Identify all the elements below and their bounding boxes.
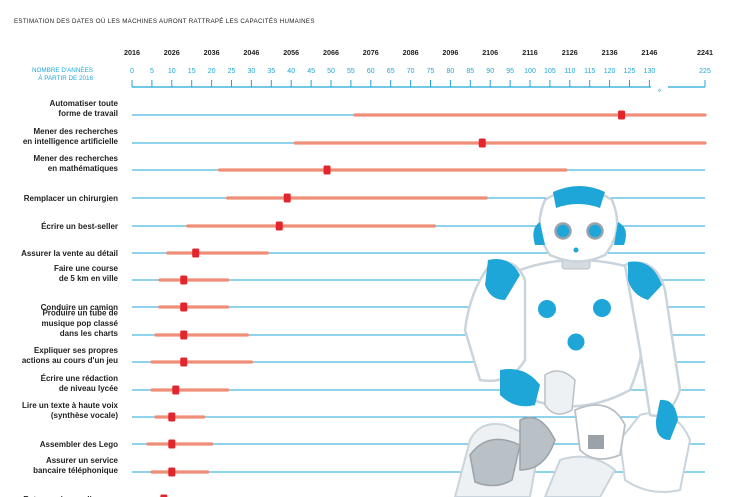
median-marker (172, 385, 180, 395)
median-marker (180, 357, 188, 367)
years-tick-label: 30 (248, 68, 256, 75)
years-tick-label: 55 (347, 68, 355, 75)
median-marker (618, 110, 626, 120)
years-tick-label: 105 (544, 68, 556, 75)
task-label: Lire un texte à haute voix (22, 401, 119, 410)
years-tick-label: 15 (188, 68, 196, 75)
task-label: Mener des recherches (34, 154, 119, 163)
task-label: Écrire une rédaction (41, 374, 118, 383)
years-tick-label: 130 (644, 68, 656, 75)
years-tick-label: 115 (584, 68, 595, 75)
task-label: (synthèse vocale) (51, 411, 118, 420)
year-tick-label: 2146 (641, 48, 657, 57)
task-row: Retranscrire un discours (23, 494, 168, 497)
median-marker (192, 248, 200, 258)
median-marker (478, 138, 486, 148)
task-label: Écrire un best-seller (41, 222, 118, 231)
years-tick-label: 35 (267, 68, 275, 75)
task-label: actions au cours d'un jeu (22, 356, 118, 365)
task-label: Produire un tube de (42, 309, 118, 318)
task-label: en mathématiques (48, 164, 119, 173)
years-tick-label: 5 (150, 68, 154, 75)
task-label: forme de travail (58, 109, 118, 118)
median-marker (168, 412, 176, 422)
task-label: Conduire un camion (41, 303, 118, 312)
task-label: de niveau lycée (59, 384, 119, 393)
task-label: Retranscrire un discours (23, 495, 118, 497)
median-marker (323, 165, 331, 175)
years-tick-label: 65 (387, 68, 395, 75)
year-tick-label: 2026 (164, 48, 180, 57)
year-tick-label: 2076 (363, 48, 379, 57)
years-tick-label: 75 (427, 68, 435, 75)
years-tick-label: 60 (367, 68, 375, 75)
years-axis: 0 5 10 15 20 25 30 35 40 45 50 55 60 65 70 75 80 85 90 95 10… (130, 68, 711, 94)
years-tick-label: 95 (506, 68, 514, 75)
year-tick-label: 2126 (562, 48, 578, 57)
task-label: Assurer la vente au détail (21, 249, 118, 258)
years-tick-label: 40 (287, 68, 295, 75)
task-label: en intelligence artificielle (23, 137, 119, 146)
years-tick-label: 50 (327, 68, 335, 75)
year-tick-label: 2086 (403, 48, 419, 57)
task-label: de 5 km en ville (59, 274, 119, 283)
year-tick-label: 2116 (522, 48, 538, 57)
years-tick-label: 110 (564, 68, 575, 75)
axis-break-mark: ≈ (656, 87, 664, 94)
median-marker (180, 302, 188, 312)
task-label: Assurer un service (46, 456, 119, 465)
task-label: Automatiser toute (50, 99, 119, 108)
years-tick-label: 25 (228, 68, 236, 75)
year-axis: 2016 2026 2036 2046 2056 2066 2076 2086 2096 2106… (124, 48, 713, 57)
task-label: musique pop classé (42, 319, 119, 328)
median-marker (180, 275, 188, 285)
median-marker (168, 439, 176, 449)
year-tick-label: 2106 (482, 48, 498, 57)
task-label: Assembler des Lego (40, 440, 118, 449)
median-marker (283, 193, 291, 203)
task-label: Remplacer un chirurgien (24, 194, 118, 203)
year-tick-label: 2096 (442, 48, 458, 57)
years-tick-label: 80 (447, 68, 455, 75)
median-marker (168, 467, 176, 477)
task-label: Mener des recherches (34, 127, 119, 136)
task-label: Faire une course (54, 264, 119, 273)
year-tick-label: 2056 (283, 48, 299, 57)
years-tick-label: 0 (130, 68, 134, 75)
year-tick-label: 2036 (204, 48, 220, 57)
robot-illustration (453, 186, 692, 497)
years-tick-label: 20 (208, 68, 216, 75)
year-tick-label: 2016 (124, 48, 140, 57)
year-tick-label: 2066 (323, 48, 339, 57)
median-marker (275, 221, 283, 231)
year-tick-label: 2241 (697, 48, 713, 57)
years-axis-label-line2: À PARTIR DE 2016 (38, 73, 93, 82)
years-tick-label: 70 (407, 68, 415, 75)
years-tick-label: 10 (168, 68, 176, 75)
years-tick-label: 100 (524, 68, 536, 75)
task-row: Assurer la vente au détail (21, 248, 705, 258)
median-marker (160, 494, 168, 497)
years-tick-label: 45 (307, 68, 315, 75)
year-tick-label: 2136 (602, 48, 618, 57)
task-label: dans les charts (60, 329, 119, 338)
years-tick-label: 90 (486, 68, 494, 75)
years-tick-label: 225 (699, 68, 711, 75)
years-tick-label: 85 (466, 68, 474, 75)
years-tick-label: 125 (624, 68, 636, 75)
median-marker (180, 330, 188, 340)
task-label: Expliquer ses propres (34, 346, 119, 355)
years-axis-label-line1: NOMBRE D'ANNÉES (32, 65, 93, 74)
years-tick-label: 120 (604, 68, 616, 75)
task-label: bancaire téléphonique (33, 466, 118, 475)
chart-title: ESTIMATION DES DATES OÙ LES MACHINES AUR… (14, 18, 315, 25)
year-tick-label: 2046 (243, 48, 259, 57)
